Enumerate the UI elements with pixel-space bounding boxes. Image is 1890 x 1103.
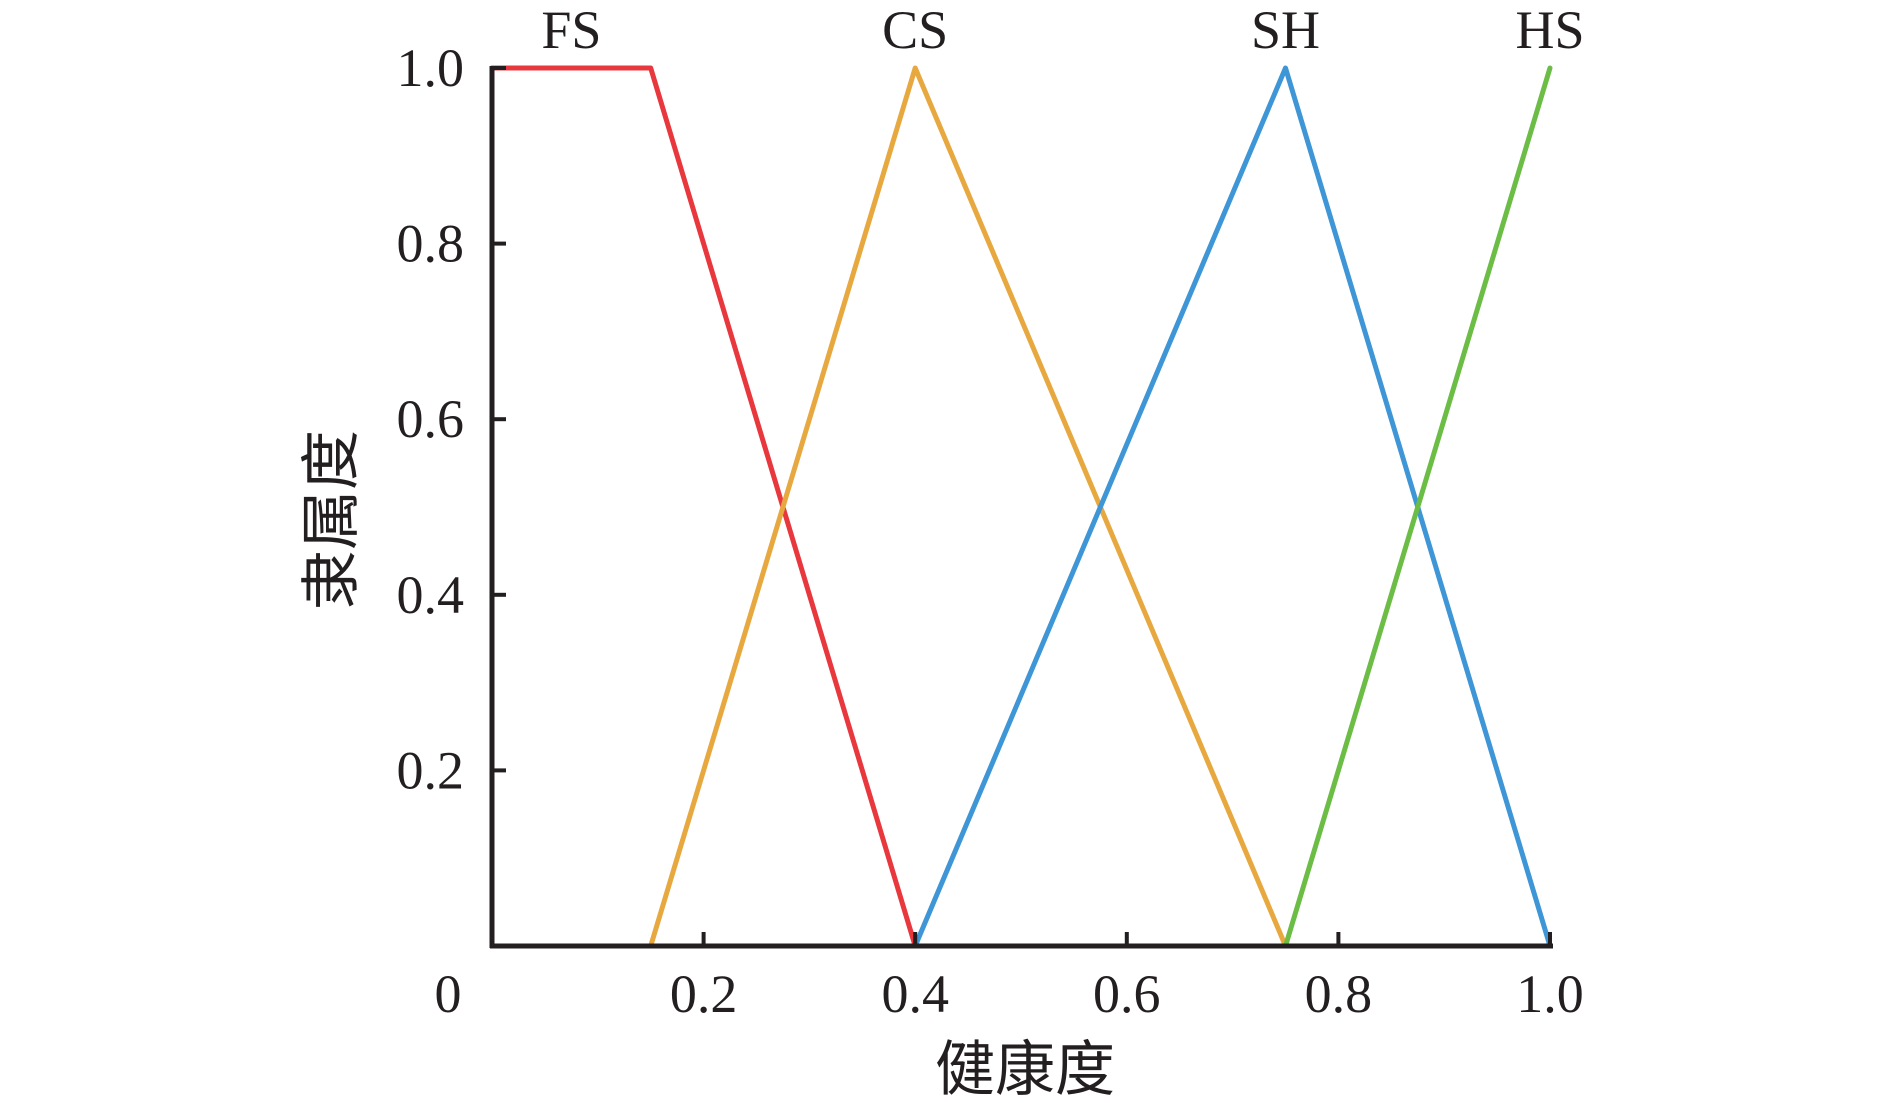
y-tick-label: 0.4 [397, 565, 465, 625]
series-label-sh: SH [1251, 0, 1320, 60]
x-tick-label: 0 [435, 964, 462, 1024]
series-label-hs: HS [1515, 0, 1584, 60]
x-axis-title: 健康度 [935, 1037, 1115, 1103]
y-tick-label: 0.2 [397, 740, 465, 800]
x-tick-label: 1.0 [1516, 964, 1584, 1024]
x-tick-label: 0.2 [670, 964, 738, 1024]
y-tick-label: 1.0 [397, 38, 465, 98]
series-label-fs: FS [541, 0, 601, 60]
y-tick-label: 0.6 [397, 389, 465, 449]
series-layer [492, 68, 1550, 946]
x-tick-label: 0.4 [881, 964, 949, 1024]
series-line-fs [492, 68, 915, 946]
y-axis-title: 隶属度 [299, 430, 365, 610]
x-tick-label: 0.6 [1093, 964, 1161, 1024]
series-label-cs: CS [882, 0, 948, 60]
y-tick-label: 0.8 [397, 214, 465, 274]
axes-layer [490, 66, 1553, 948]
x-tick-label: 0.8 [1305, 964, 1373, 1024]
